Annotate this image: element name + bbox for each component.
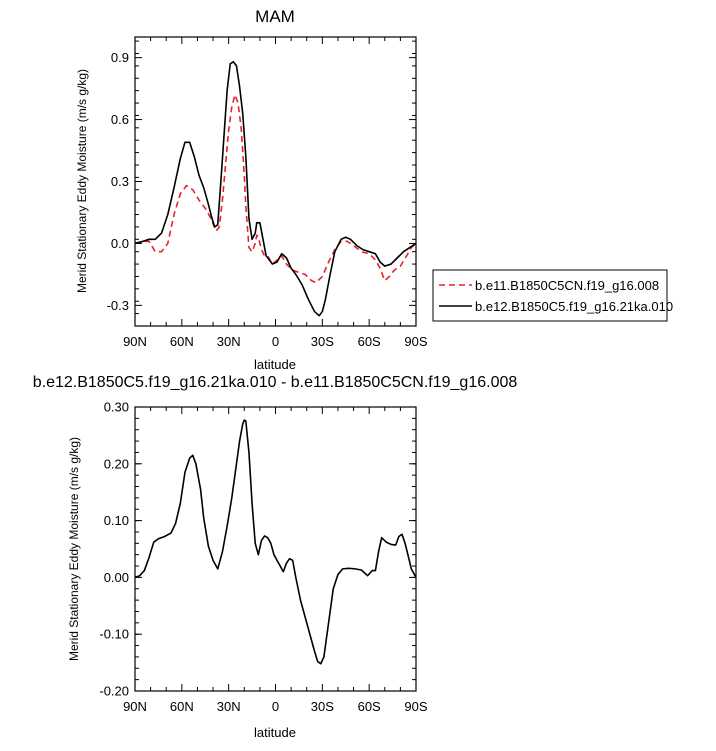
chart-title: b.e12.B1850C5.f19_g16.21ka.010 - b.e11.B… [33,374,518,391]
y-tick-label: 0.0 [111,236,129,251]
chart-mam: MAM 90N 60N 30N 0 30S 60S 90S -0.3 0.0 0.3 0.6 0.9… [75,7,673,372]
x-tick-label: 60N [170,699,194,714]
plot-area: 90N 60N 30N 0 30S 60S 90S -0.20 -0.10 0.00 0.10 0.… [99,400,428,715]
series-line-1 [134,94,417,284]
legend: b.e11.B1850C5CN.f19_g16.008 b.e12.B1850C… [432,269,673,322]
chart-difference: b.e12.B1850C5.f19_g16.21ka.010 - b.e11.B… [33,374,518,740]
y-tick-label: 0.20 [104,456,129,471]
y-axis-label: Merid Stationary Eddy Moisture (m/s g/kg… [75,69,89,293]
x-tick-label: 90S [404,699,427,714]
x-tick-label: 90S [404,334,427,349]
y-axis-label: Merid Stationary Eddy Moisture (m/s g/kg… [67,437,81,661]
plot-frame [134,36,417,327]
x-axis: 90N 60N 30N 0 30S 60S 90S [123,37,428,349]
legend-label-series-1: b.e11.B1850C5CN.f19_g16.008 [475,278,659,293]
x-tick-label: 0 [272,334,279,349]
legend-box [432,269,668,322]
chart-title: MAM [255,7,295,26]
series-line-2 [134,60,417,317]
x-tick-label: 60N [170,334,194,349]
x-tick-label: 90N [123,334,147,349]
y-tick-label: 0.6 [111,112,129,127]
x-tick-label: 30N [217,334,241,349]
x-tick-label: 90N [123,699,147,714]
x-axis: 90N 60N 30N 0 30S 60S 90S [123,407,428,714]
x-tick-label: 60S [358,699,381,714]
plot-area: 90N 60N 30N 0 30S 60S 90S -0.3 0.0 0.3 0.6 0.9 [107,36,428,349]
y-tick-label: 0.30 [104,400,129,415]
y-tick-label: -0.3 [107,298,129,313]
x-tick-label: 30S [311,699,334,714]
x-tick-label: 60S [358,334,381,349]
series-layer [134,60,417,317]
x-tick-label: 30N [217,699,241,714]
series-line-1 [134,419,417,665]
x-axis-label: latitude [254,725,296,740]
y-tick-label: 0.10 [104,513,129,528]
x-axis-label: latitude [254,357,296,372]
plot-frame [134,406,417,692]
y-tick-label: 0.3 [111,174,129,189]
y-tick-label: 0.00 [104,570,129,585]
y-tick-label: 0.9 [111,50,129,65]
series-layer [134,419,417,665]
y-tick-label: -0.10 [99,627,129,642]
y-axis: -0.20 -0.10 0.00 0.10 0.20 0.30 [99,400,416,699]
legend-label-series-2: b.e12.B1850C5.f19_g16.21ka.010 [475,299,673,314]
y-axis: -0.3 0.0 0.3 0.6 0.9 [107,40,416,327]
y-tick-label: -0.20 [99,684,129,699]
x-tick-label: 30S [311,334,334,349]
x-tick-label: 0 [272,699,279,714]
